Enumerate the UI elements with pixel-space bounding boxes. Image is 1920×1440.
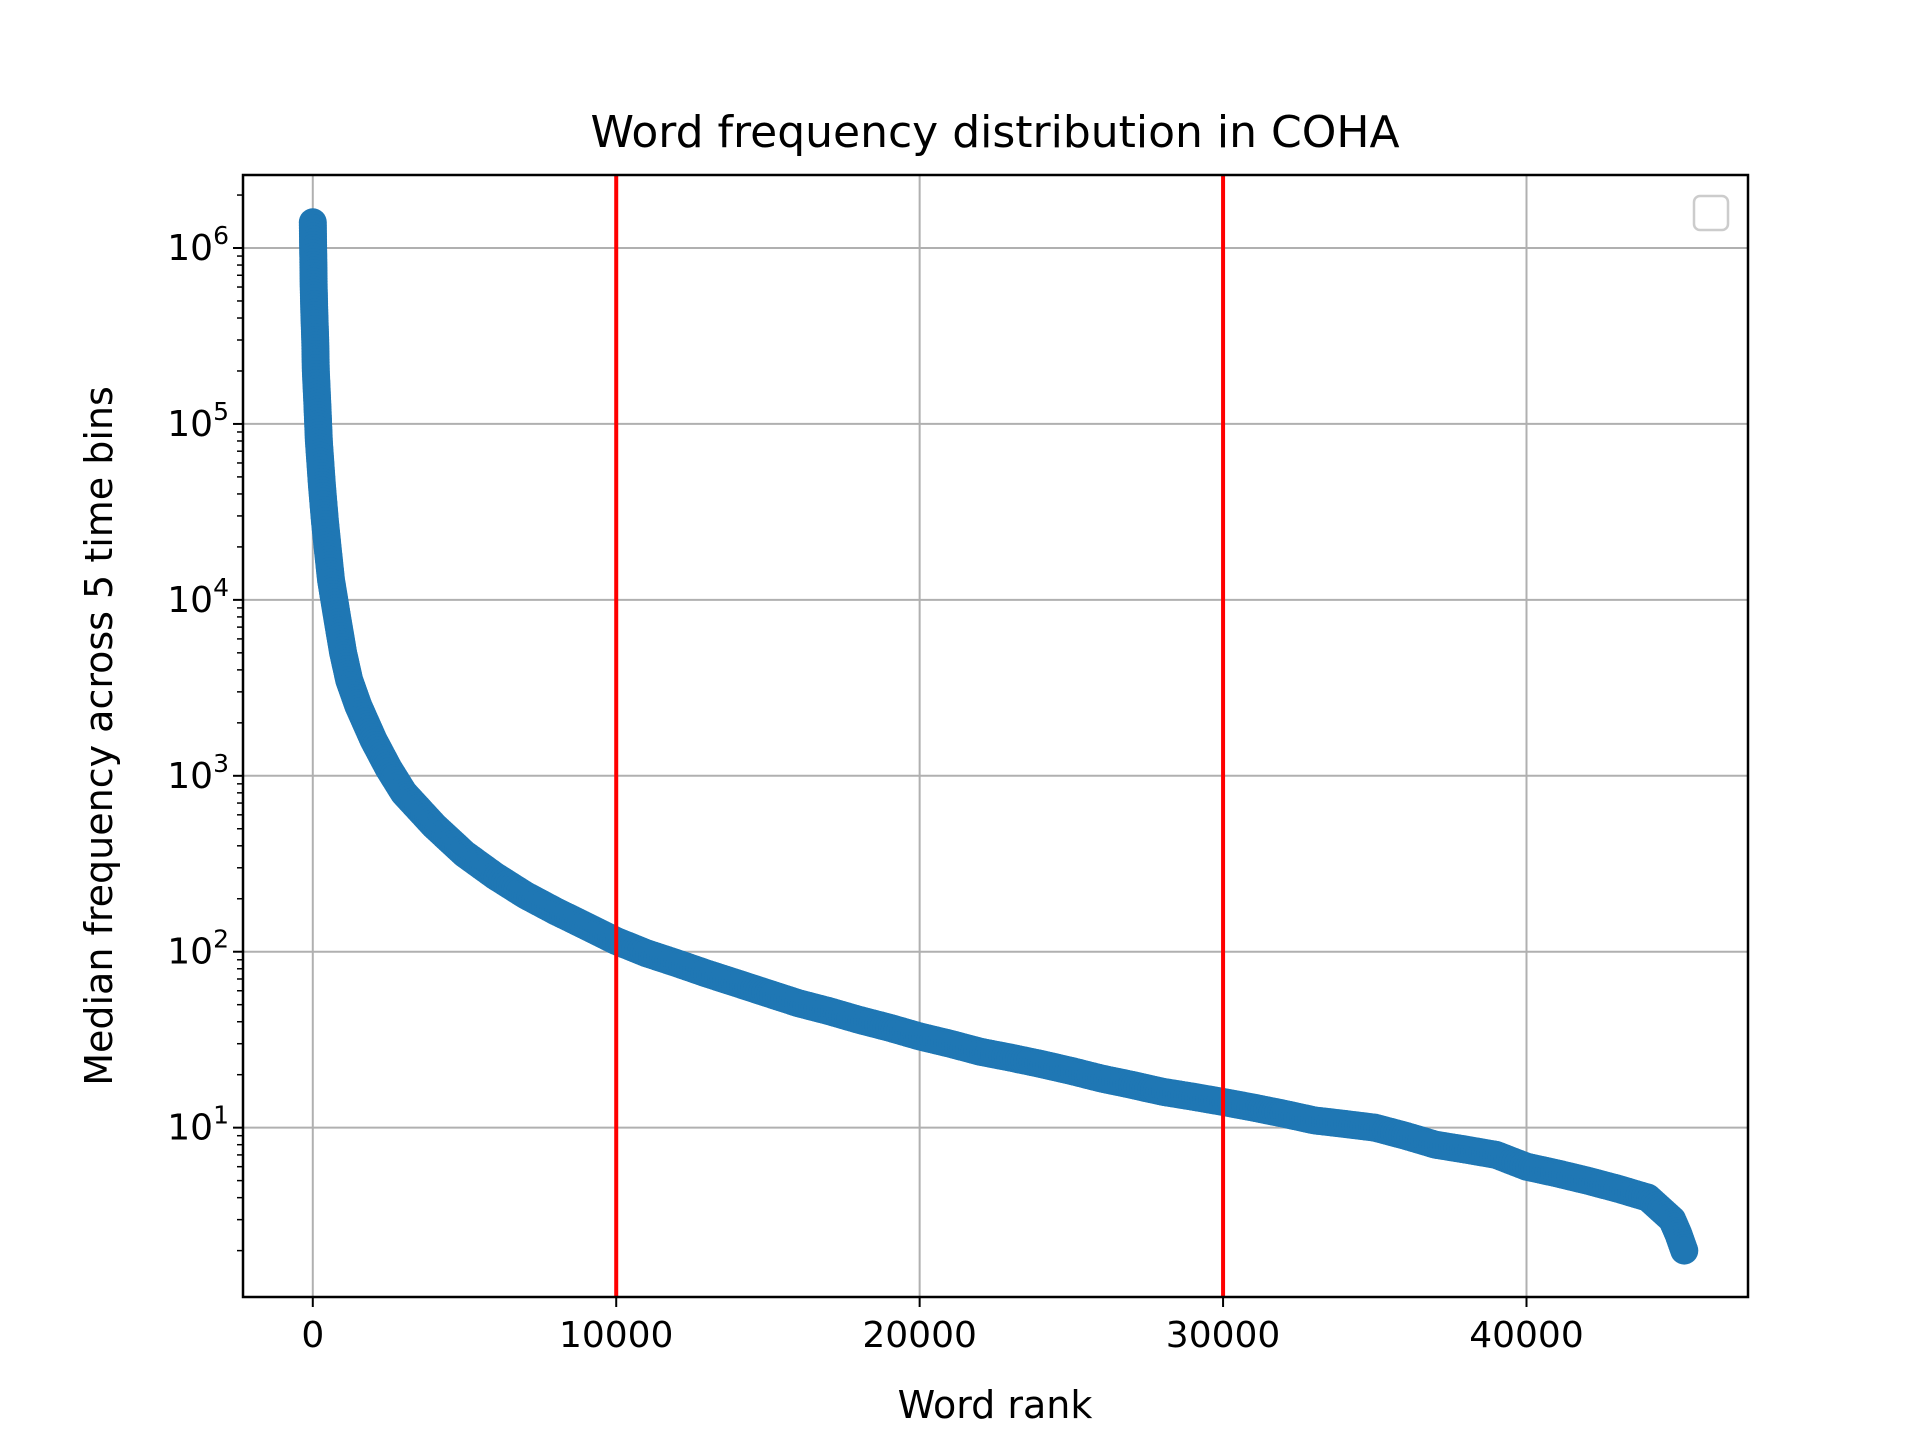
axes-frame: [241, 173, 1750, 1299]
x-axis-ticks: 0 10000 20000 30000 40000: [301, 1297, 1584, 1356]
plot-background: [243, 175, 1748, 1297]
y-axis-ticks: 101 102 103 104 105 106: [167, 194, 243, 1252]
x-tick-label: 30000: [1166, 1315, 1281, 1356]
y-tick-label: 102: [167, 925, 229, 973]
scatter-points: [298, 208, 1699, 1265]
reference-lines: [614, 175, 1226, 1297]
y-tick-label: 103: [167, 749, 229, 797]
x-tick-label: 40000: [1469, 1315, 1584, 1356]
y-tick-label: 101: [167, 1101, 229, 1149]
legend-box: [1692, 194, 1730, 232]
scatter-point: [1670, 1236, 1699, 1265]
y-tick-label: 105: [167, 397, 229, 445]
y-tick-label: 104: [167, 573, 229, 621]
x-axis-label: Word rank: [898, 1383, 1093, 1427]
y-tick-label: 106: [167, 221, 229, 269]
chart-title: Word frequency distribution in COHA: [590, 107, 1399, 158]
axes-background: [243, 175, 1748, 1297]
x-tick-label: 0: [301, 1315, 324, 1356]
x-tick-label: 20000: [862, 1315, 977, 1356]
x-tick-label: 10000: [559, 1315, 674, 1356]
y-axis-label: Median frequency across 5 time bins: [77, 386, 121, 1086]
legend: [1692, 194, 1730, 232]
